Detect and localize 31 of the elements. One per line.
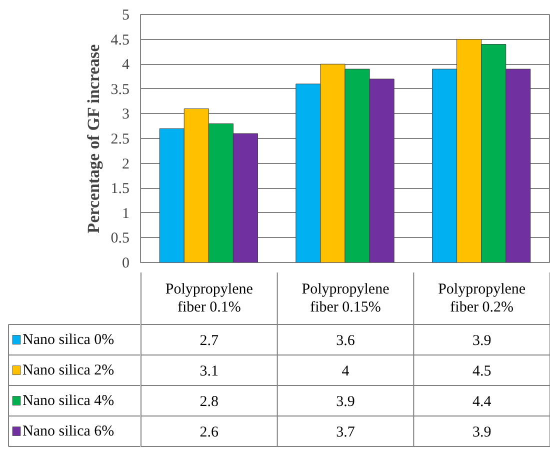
data-label: 4.4 — [472, 394, 492, 410]
data-label: 3.1 — [200, 363, 219, 380]
y-tick-label: 3 — [122, 106, 130, 123]
data-label: 3.9 — [472, 332, 492, 349]
legend-label: Nano silica 0% — [22, 332, 114, 348]
x-tick-label: Polypropylene fiber 0.2% — [438, 281, 526, 316]
y-tick-label: 0 — [122, 256, 130, 272]
y-tick-label: 3.5 — [110, 82, 130, 98]
data-label: 3.7 — [336, 424, 356, 440]
y-tick-label: 4 — [122, 57, 130, 74]
y-tick-label: 0.5 — [110, 230, 130, 247]
data-label: 3.9 — [336, 394, 355, 410]
data-label: 4.5 — [472, 363, 492, 380]
data-label: 3.9 — [472, 424, 492, 440]
y-tick-label: 1 — [122, 206, 130, 222]
data-label: 2.8 — [200, 394, 219, 410]
data-label: 2.6 — [200, 424, 220, 440]
y-tick-label: 4.5 — [110, 32, 130, 48]
data-label: 4 — [342, 363, 350, 380]
data-label: 2.7 — [200, 332, 220, 349]
x-tick-label: Polypropylene fiber 0.15% — [302, 281, 390, 316]
y-tick-label: 2 — [122, 156, 130, 172]
y-tick-label: 2.5 — [110, 132, 130, 148]
y-axis-title: Percentage of GF increase — [84, 44, 103, 234]
y-tick-label: 1.5 — [110, 181, 130, 198]
legend-label: Nano silica 2% — [22, 362, 114, 378]
x-tick-label: Polypropylene fiber 0.1% — [165, 281, 254, 316]
legend-label: Nano silica 4% — [22, 392, 114, 409]
data-label: 3.6 — [336, 332, 356, 349]
y-tick-label: 5 — [122, 8, 130, 24]
legend-label: Nano silica 6% — [22, 423, 114, 440]
